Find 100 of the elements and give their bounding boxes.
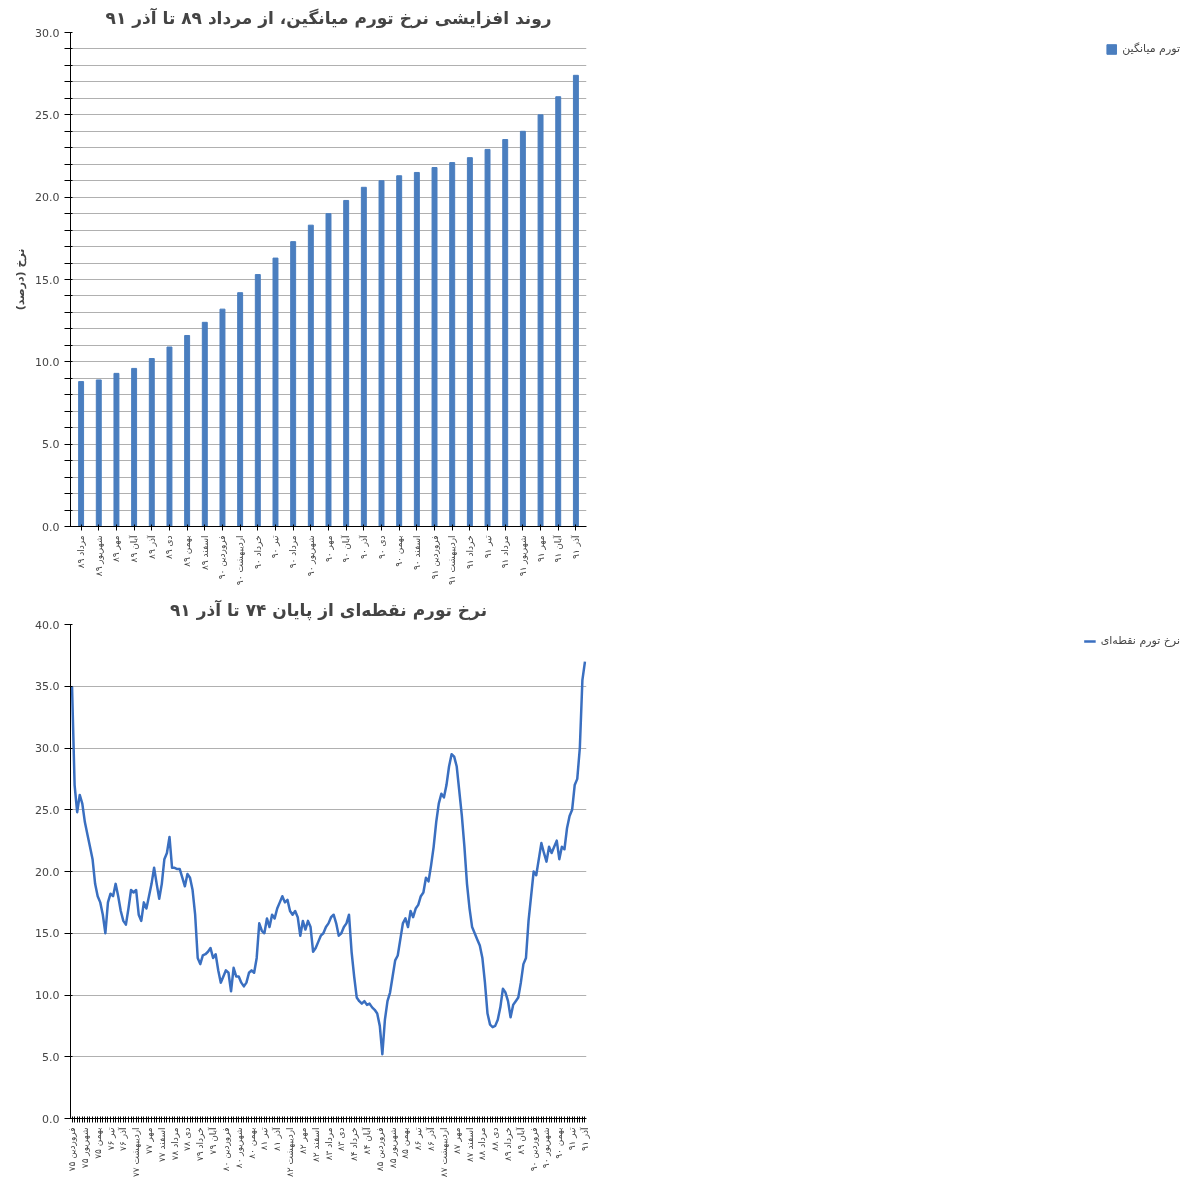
bar — [325, 213, 332, 527]
x-tick-label: مرداد ۹۰ — [288, 535, 299, 569]
x-tick-label: تیر ۷۶ — [105, 1127, 116, 1151]
y-tick-label: 35.0 — [35, 680, 60, 694]
x-tick-label: خرداد ۷۹ — [195, 1127, 206, 1162]
bar — [413, 171, 420, 527]
x-tick-label: شهریور ۸۵ — [387, 1127, 398, 1169]
bar — [219, 308, 226, 527]
x-tick-label: تیر ۹۱ — [567, 1127, 578, 1151]
x-tick-label: آذر ۹۱ — [569, 535, 581, 559]
x-tick-label: آبان ۸۴ — [360, 1127, 372, 1155]
x-tick-label: اسفند ۹۰ — [411, 535, 422, 571]
x-tick-label: شهریور ۹۱ — [517, 535, 528, 577]
x-tick-label: اسفند ۸۷ — [464, 1127, 475, 1163]
x-tick-label: آبان ۸۹ — [128, 535, 140, 563]
bar — [466, 157, 473, 527]
y-tick-label: 10.0 — [35, 989, 60, 1002]
x-tick-label: بهمن ۸۰ — [246, 1127, 257, 1159]
bar — [166, 346, 173, 527]
x-tick-label: شهریور ۸۰ — [233, 1127, 244, 1169]
y-tick-label: 25.0 — [35, 803, 60, 817]
y-tick-label: 25.0 — [35, 108, 60, 122]
x-tick-label: شهریور ۸۹ — [93, 535, 104, 577]
bar — [519, 130, 526, 527]
bar — [184, 334, 191, 527]
bar — [237, 292, 244, 527]
x-tick-label: آبان ۷۹ — [207, 1127, 219, 1155]
x-tick-label: مرداد ۸۹ — [76, 535, 87, 569]
x-tick-label: شهریور ۹۰ — [541, 1127, 552, 1169]
bar — [148, 358, 155, 527]
y-tick-label: 10.0 — [35, 355, 60, 369]
line-series — [70, 660, 587, 1056]
x-tick-label: فروردین ۸۵ — [374, 1127, 385, 1172]
x-tick-label: خرداد ۸۹ — [503, 1127, 514, 1162]
x-tick-label: دی ۸۸ — [490, 1127, 501, 1152]
x-tick-label: اسفند ۷۷ — [156, 1127, 167, 1163]
x-tick-label: شهریور ۷۵ — [79, 1127, 90, 1169]
bar — [484, 148, 491, 527]
x-tick-label: آذر ۹۰ — [357, 535, 369, 559]
bar — [201, 321, 208, 527]
bar — [131, 367, 138, 527]
x-tick-label: دی ۸۳ — [336, 1127, 347, 1152]
x-tick-label: تیر ۹۰ — [270, 535, 281, 559]
x-tick-label: فروردین ۹۰ — [528, 1127, 539, 1172]
bar — [95, 379, 102, 527]
bar — [502, 139, 509, 527]
x-tick-label: آذر ۹۱ — [578, 1127, 590, 1151]
bar — [78, 381, 85, 527]
bar — [254, 274, 261, 527]
legend-label: نرخ تورم نقطه‌ای — [1100, 634, 1180, 647]
chart-title: نرخ تورم نقطه‌ای از پایان ۷۴ تا آذر ۹۱ — [170, 598, 488, 621]
x-tick-label: تیر ۸۱ — [259, 1127, 270, 1151]
x-tick-label: مرداد ۸۳ — [323, 1127, 334, 1161]
y-tick-label: 5.0 — [42, 1050, 60, 1064]
y-tick-label: 0.0 — [42, 1112, 60, 1126]
bar — [272, 257, 279, 527]
x-tick-label: فروردین ۹۱ — [429, 535, 440, 580]
x-tick-label: آذر ۸۶ — [425, 1127, 437, 1151]
y-tick-label: 30.0 — [35, 742, 60, 755]
y-tick-label: 15.0 — [35, 927, 60, 941]
x-tick-label: آبان ۹۱ — [552, 535, 564, 563]
x-tick-label: فروردین ۷۵ — [67, 1127, 78, 1172]
bar — [431, 167, 438, 527]
x-tick-label: مهر ۸۷ — [451, 1127, 462, 1154]
x-tick-label: تیر ۸۶ — [413, 1127, 424, 1151]
x-tick-label: شهریور ۹۰ — [305, 535, 316, 577]
bar — [572, 74, 579, 527]
bar — [378, 180, 385, 527]
bar — [290, 241, 297, 527]
x-tick-label: آبان ۸۹ — [514, 1127, 526, 1155]
x-tick-label: خرداد ۸۴ — [349, 1127, 360, 1162]
x-tick-label: اردیبهشت ۸۷ — [438, 1127, 449, 1178]
y-tick-label: 40.0 — [35, 618, 60, 632]
x-tick-label: آذر ۸۹ — [145, 535, 157, 559]
x-tick-label: دی ۹۰ — [376, 535, 387, 560]
x-tick-label: مهر ۸۹ — [111, 535, 122, 562]
x-tick-label: مرداد ۹۱ — [500, 535, 511, 569]
x-tick-label: دی ۸۹ — [164, 535, 175, 560]
x-tick-label: تیر ۹۱ — [482, 535, 493, 559]
y-axis-title: نرخ (درصد) — [14, 248, 28, 311]
bar — [555, 96, 562, 527]
bar — [396, 175, 403, 527]
y-tick-label: 20.0 — [35, 191, 60, 205]
x-tick-label: فروردین ۸۰ — [220, 1127, 231, 1172]
y-tick-label: 5.0 — [42, 438, 60, 452]
legend-label: تورم میانگین — [1122, 42, 1180, 55]
bar — [360, 186, 367, 527]
x-tick-label: آذر ۸۱ — [271, 1127, 283, 1151]
x-tick-label: اردیبهشت ۹۱ — [447, 535, 458, 586]
x-tick-label: خرداد ۹۱ — [464, 535, 475, 570]
x-tick-label: آبان ۹۰ — [340, 535, 352, 563]
x-tick-label: مهر ۹۰ — [323, 535, 334, 562]
x-tick-label: بهمن ۷۵ — [92, 1127, 103, 1159]
bar — [449, 162, 456, 527]
x-tick-label: اردیبهشت ۷۷ — [131, 1127, 142, 1178]
x-tick-label: بهمن ۸۵ — [400, 1127, 411, 1159]
x-tick-label: مهر ۷۷ — [143, 1127, 154, 1154]
bar — [113, 372, 120, 527]
x-tick-label: اسفند ۸۲ — [310, 1127, 321, 1163]
x-tick-label: مهر ۹۱ — [535, 535, 546, 562]
